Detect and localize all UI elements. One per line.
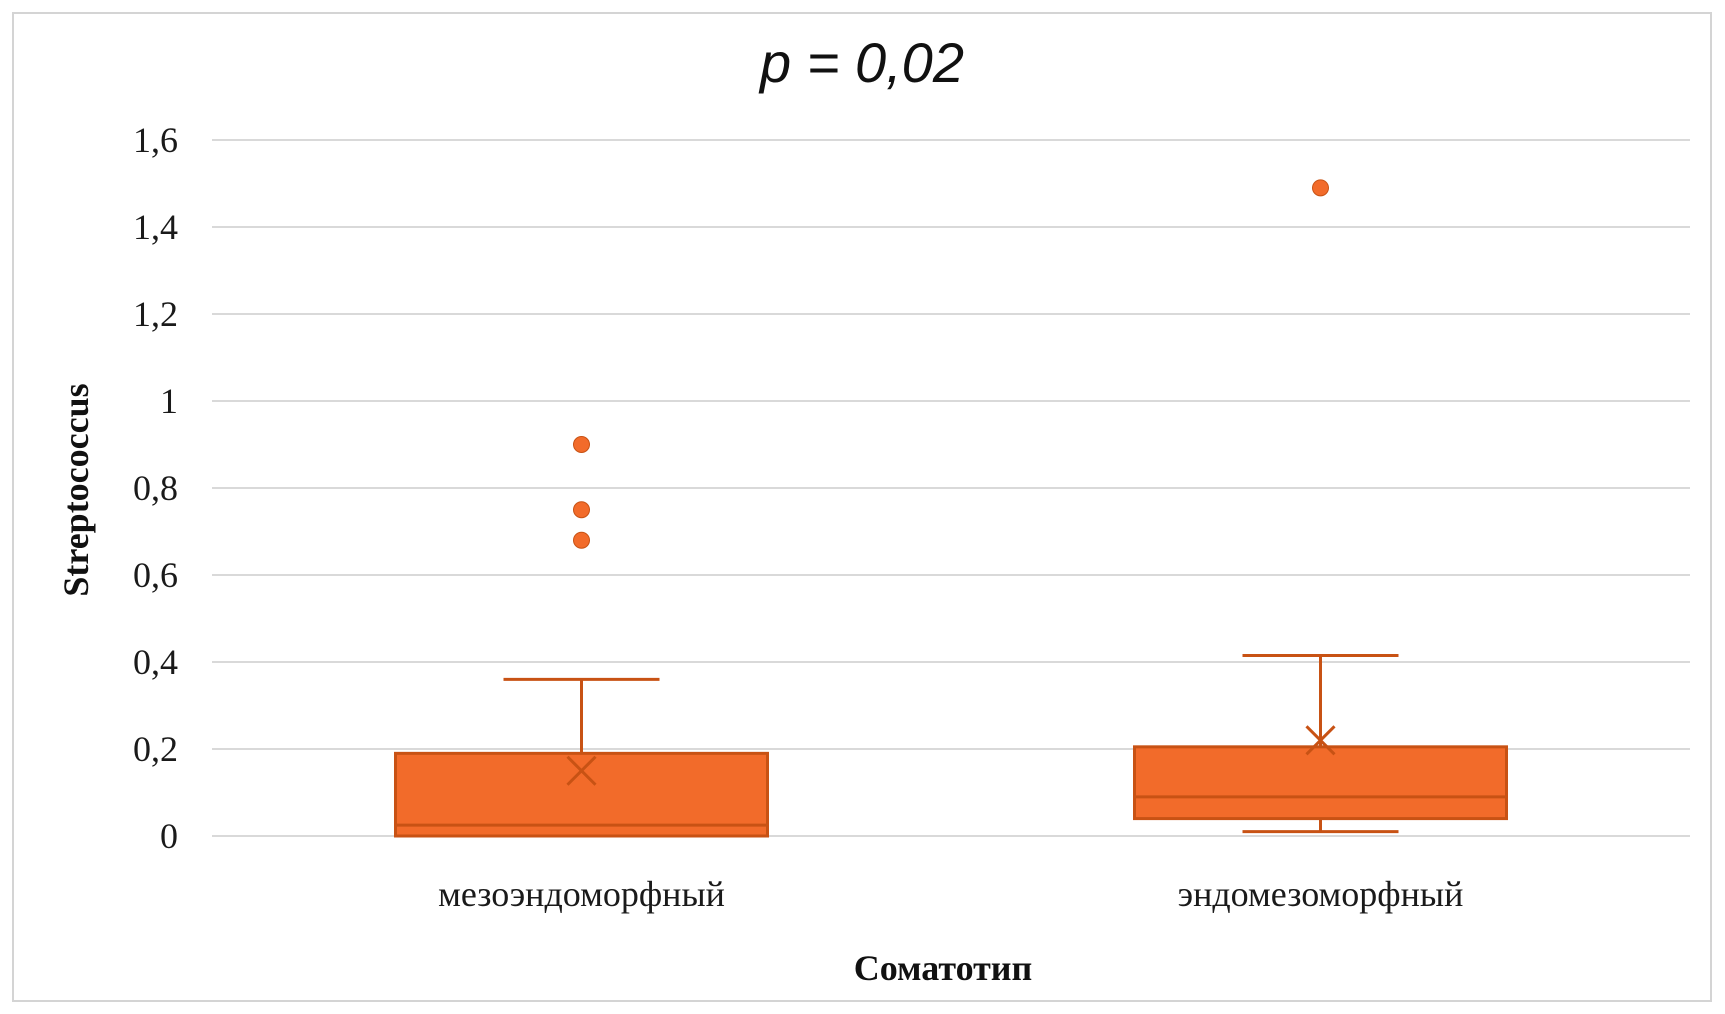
outlier-point — [573, 501, 590, 519]
mean-marker — [566, 755, 597, 786]
y-tick-label: 0,6 — [133, 555, 178, 595]
x-category-label: мезоэндоморфный — [438, 874, 725, 914]
x-category-label: эндомезоморфный — [1178, 874, 1464, 914]
y-tick-label: 1,2 — [133, 294, 178, 334]
y-tick-label: 0,2 — [133, 729, 178, 769]
chart-title: p = 0,02 — [758, 31, 964, 94]
y-axis-title: Streptococcus — [56, 383, 96, 596]
box-plots — [394, 179, 1508, 838]
outlier-point — [573, 436, 590, 453]
y-tick-label: 0,4 — [133, 642, 178, 682]
x-axis-categories: мезоэндоморфный эндомезоморфный — [438, 874, 1463, 914]
y-tick-label: 1,4 — [133, 207, 178, 247]
y-tick-label: 1,6 — [133, 120, 178, 160]
y-tick-label: 0,8 — [133, 468, 178, 508]
x-axis-title: Соматотип — [854, 948, 1033, 988]
box-iqr — [394, 751, 769, 838]
y-tick-label: 0 — [160, 816, 178, 856]
box-iqr — [1133, 745, 1508, 821]
y-axis-ticks: 0 0,2 0,4 0,6 0,8 1 1,2 1,4 1,6 — [133, 120, 178, 856]
gridlines — [212, 139, 1690, 837]
outlier-point — [573, 531, 590, 549]
outlier-point — [1312, 179, 1329, 197]
mean-marker — [1305, 725, 1336, 756]
y-tick-label: 1 — [160, 381, 178, 421]
